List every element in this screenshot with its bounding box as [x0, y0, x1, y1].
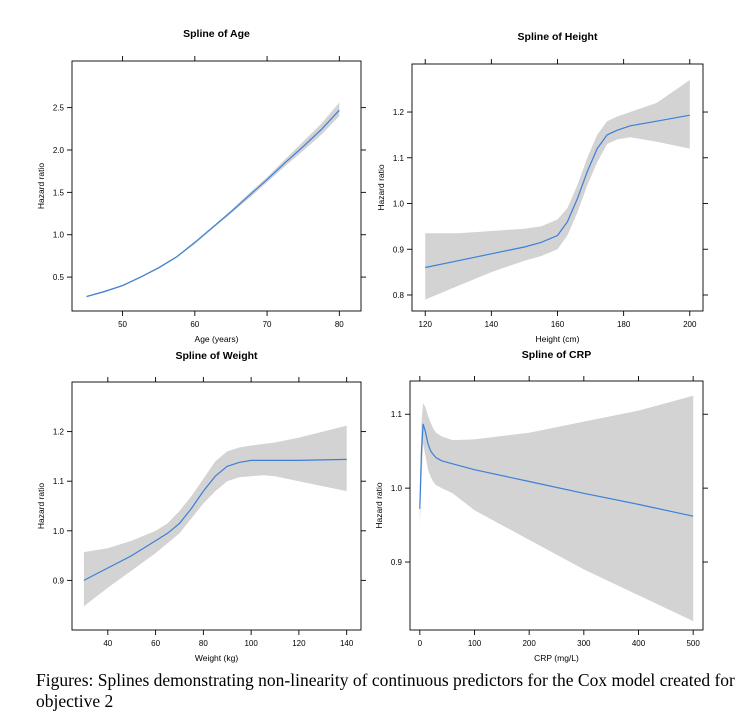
- y-axis-label: Hazard ratio: [376, 164, 386, 211]
- y-tick-label: 1.0: [53, 527, 65, 536]
- x-tick-label: 0: [418, 639, 423, 648]
- plot-frame: [409, 380, 704, 631]
- y-tick-label: 1.5: [53, 188, 65, 197]
- y-axis-label: Hazard ratio: [36, 483, 46, 530]
- x-tick-label: 160: [551, 320, 565, 329]
- chart-panel-2: 120 140 160 180 200 0.8 0.9 1.0 1.1 1.2 Spline of …: [376, 31, 708, 344]
- x-tick-label: 60: [190, 320, 199, 329]
- chart-panel-3: 40 60 80 100 120 140 0.9 1.0 1.1 1.2 Spline of Wei…: [36, 350, 366, 663]
- confidence-band: [86, 102, 340, 298]
- y-tick-label: 0.8: [393, 291, 405, 300]
- y-axis-label: Hazard ratio: [36, 163, 46, 210]
- x-axis-label: CRP (mg/L): [534, 653, 579, 663]
- y-tick-label: 1.0: [391, 484, 403, 493]
- x-tick-label: 100: [468, 639, 482, 648]
- x-tick-label: 140: [340, 639, 354, 648]
- confidence-band: [419, 395, 694, 622]
- x-tick-label: 80: [199, 639, 208, 648]
- chart-title: Spline of Weight: [175, 350, 258, 362]
- x-tick-label: 70: [263, 320, 272, 329]
- chart-panel-4: 0 100 200 300 400 500 0.9 1.0 1.1 Spline of CRP CR…: [374, 349, 708, 663]
- x-tick-label: 50: [118, 320, 127, 329]
- x-tick-label: 200: [683, 320, 697, 329]
- y-tick-label: 1.2: [393, 108, 405, 117]
- y-tick-label: 0.9: [53, 576, 65, 585]
- spline-figure-grid: 50 60 70 80 0.5 1.0 1.5 2.0 2.5 Spline of Age Age …: [36, 28, 708, 663]
- chart-title: Spline of Height: [518, 31, 598, 43]
- y-tick-label: 1.0: [393, 200, 405, 209]
- y-axis-label: Hazard ratio: [374, 482, 384, 529]
- figure-caption: Figures: Splines demonstrating non-linea…: [36, 670, 735, 711]
- spline-line: [83, 458, 347, 581]
- x-tick-label: 100: [244, 639, 258, 648]
- y-tick-label: 0.9: [391, 558, 403, 567]
- chart-title: Spline of Age: [183, 28, 250, 40]
- spline-line: [86, 109, 340, 298]
- y-tick-label: 1.1: [391, 410, 403, 419]
- x-tick-label: 180: [617, 320, 631, 329]
- y-tick-label: 0.9: [393, 245, 405, 254]
- confidence-band: [425, 80, 690, 300]
- x-axis-label: Weight (kg): [195, 653, 238, 663]
- chart-panel-1: 50 60 70 80 0.5 1.0 1.5 2.0 2.5 Spline of Age Age …: [36, 28, 366, 344]
- x-tick-label: 40: [103, 639, 112, 648]
- plot-frame: [71, 381, 362, 631]
- y-tick-label: 2.0: [53, 146, 65, 155]
- x-tick-label: 120: [292, 639, 306, 648]
- confidence-band: [83, 425, 347, 607]
- chart-title: Spline of CRP: [522, 349, 591, 361]
- x-tick-label: 60: [151, 639, 160, 648]
- x-tick-label: 500: [686, 639, 700, 648]
- y-tick-label: 1.1: [53, 477, 65, 486]
- y-tick-label: 1.0: [53, 231, 65, 240]
- plot-frame: [71, 60, 362, 312]
- x-tick-label: 80: [335, 320, 344, 329]
- x-tick-label: 300: [577, 639, 591, 648]
- x-tick-label: 120: [419, 320, 433, 329]
- y-tick-label: 1.2: [53, 428, 65, 437]
- y-tick-label: 1.1: [393, 154, 405, 163]
- x-axis-label: Height (cm): [536, 334, 580, 344]
- spline-line: [419, 423, 694, 517]
- y-tick-label: 2.5: [53, 104, 65, 113]
- x-tick-label: 200: [522, 639, 536, 648]
- x-tick-label: 400: [632, 639, 646, 648]
- y-tick-label: 0.5: [53, 273, 65, 282]
- spline-line: [425, 114, 690, 269]
- x-axis-label: Age (years): [195, 334, 239, 344]
- x-tick-label: 140: [485, 320, 499, 329]
